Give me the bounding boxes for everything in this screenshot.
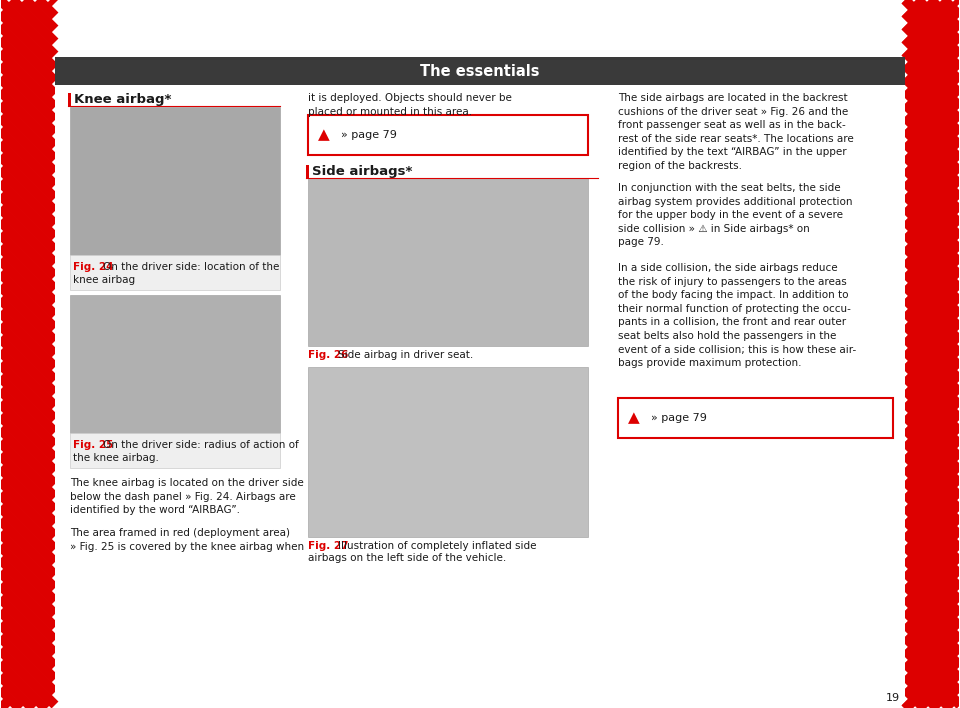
Text: In a side collision, the side airbags reduce
the risk of injury to passengers to: In a side collision, the side airbags re… bbox=[618, 263, 856, 368]
Text: Fig. 25: Fig. 25 bbox=[73, 440, 113, 450]
Text: The knee airbag is located on the driver side
below the dash panel » Fig. 24. Ai: The knee airbag is located on the driver… bbox=[70, 478, 303, 515]
Text: it is deployed. Objects should never be
placed or mounted in this area.: it is deployed. Objects should never be … bbox=[308, 93, 512, 117]
Text: knee airbag: knee airbag bbox=[73, 275, 135, 285]
Bar bbox=[308, 115, 588, 155]
Bar bbox=[70, 433, 280, 468]
Text: 19: 19 bbox=[886, 693, 900, 703]
Text: the knee airbag.: the knee airbag. bbox=[73, 453, 158, 463]
Bar bbox=[959, 0, 960, 708]
Text: Illustration of completely inflated side: Illustration of completely inflated side bbox=[338, 541, 537, 551]
Text: Side airbag in driver seat.: Side airbag in driver seat. bbox=[338, 350, 473, 360]
Text: Knee airbag*: Knee airbag* bbox=[74, 93, 172, 106]
Bar bbox=[306, 165, 309, 178]
Bar bbox=[0, 0, 1, 708]
Text: The area framed in red (deployment area)
» Fig. 25 is covered by the knee airbag: The area framed in red (deployment area)… bbox=[70, 528, 304, 552]
Bar bbox=[618, 398, 893, 438]
Text: In conjunction with the seat belts, the side
airbag system provides additional p: In conjunction with the seat belts, the … bbox=[618, 183, 852, 247]
Text: Fig. 27: Fig. 27 bbox=[308, 541, 348, 551]
Text: The essentials: The essentials bbox=[420, 64, 540, 79]
Text: Side airbags*: Side airbags* bbox=[312, 165, 413, 178]
Bar bbox=[70, 295, 280, 433]
Text: ▲: ▲ bbox=[628, 411, 640, 426]
Text: airbags on the left side of the vehicle.: airbags on the left side of the vehicle. bbox=[308, 553, 506, 563]
Text: ▲: ▲ bbox=[318, 127, 330, 142]
Text: » page 79: » page 79 bbox=[341, 130, 396, 140]
Bar bbox=[70, 255, 280, 290]
Bar bbox=[68, 93, 71, 106]
Bar bbox=[308, 178, 588, 346]
Text: » page 79: » page 79 bbox=[651, 413, 707, 423]
Text: Fig. 24: Fig. 24 bbox=[73, 262, 113, 272]
Bar bbox=[55, 57, 905, 85]
Text: On the driver side: radius of action of: On the driver side: radius of action of bbox=[103, 440, 299, 450]
Bar bbox=[70, 107, 280, 255]
Bar bbox=[308, 367, 588, 537]
Bar bbox=[55, 85, 905, 698]
Text: Fig. 26: Fig. 26 bbox=[308, 350, 348, 360]
Text: On the driver side: location of the: On the driver side: location of the bbox=[103, 262, 279, 272]
Text: The side airbags are located in the backrest
cushions of the driver seat » Fig. : The side airbags are located in the back… bbox=[618, 93, 853, 171]
